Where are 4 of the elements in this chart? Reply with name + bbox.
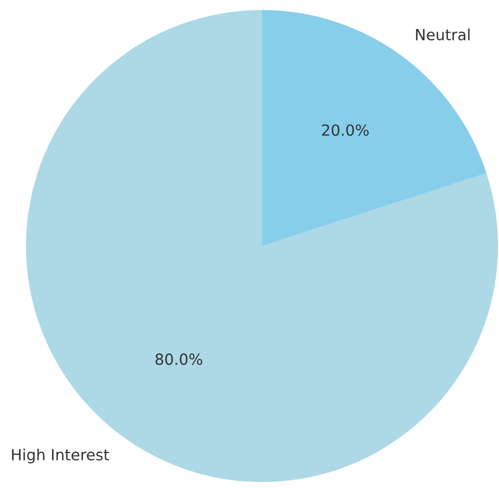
slice-label: Neutral [416,28,470,40]
slice-label: High Interest [12,448,110,464]
data-label: 80.0% [156,353,202,365]
data-label: 20.0% [322,124,369,136]
